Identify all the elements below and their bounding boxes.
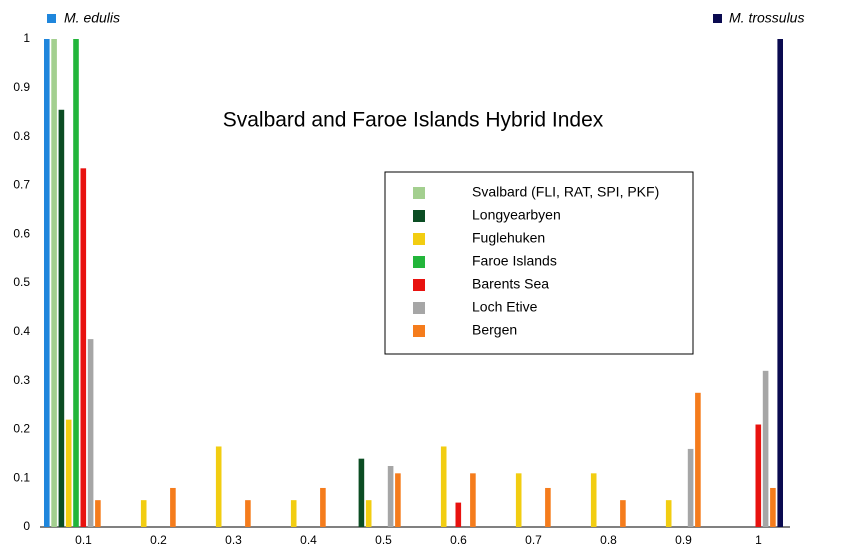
y-tick-label: 0	[23, 519, 30, 533]
bar	[320, 487, 326, 527]
y-tick-label: 0.4	[13, 324, 30, 338]
y-tick-label: 0.7	[13, 178, 30, 192]
bar	[777, 39, 783, 527]
bar	[515, 473, 522, 527]
chart-title: Svalbard and Faroe Islands Hybrid Index	[223, 109, 604, 132]
x-tick-label: 0.5	[375, 533, 392, 544]
bar	[245, 500, 251, 527]
legend-swatch	[413, 325, 425, 337]
legend-box	[384, 171, 694, 355]
legend-label: M. trossulus	[729, 10, 804, 26]
x-tick-label: 0.8	[600, 533, 617, 544]
bar	[687, 448, 694, 527]
bar	[755, 424, 762, 527]
legend-label: Svalbard (FLI, RAT, SPI, PKF)	[472, 184, 659, 200]
x-tick-label: 0.2	[150, 533, 167, 544]
bar	[387, 466, 394, 527]
legend-label: Loch Etive	[472, 299, 538, 315]
bar	[470, 473, 476, 527]
bar	[665, 500, 672, 527]
bar	[51, 39, 57, 527]
bar	[170, 487, 176, 527]
legend-label: Longyearbyen	[472, 207, 561, 223]
bar	[440, 446, 447, 527]
bar	[365, 500, 372, 527]
y-tick-label: 0.6	[13, 226, 30, 240]
y-tick-label: 0.2	[13, 422, 30, 436]
x-tick-label: 0.9	[675, 533, 692, 544]
legend-label: Bergen	[472, 322, 517, 338]
legend-swatch	[413, 210, 425, 222]
bar	[455, 502, 462, 527]
x-tick-label: 0.7	[525, 533, 542, 544]
x-tick-label: 0.1	[75, 533, 92, 544]
legend-swatch	[413, 256, 425, 268]
bar	[95, 500, 101, 527]
bar	[395, 473, 401, 527]
bar	[695, 392, 701, 527]
x-tick-label: 0.3	[225, 533, 242, 544]
bar	[65, 419, 72, 527]
bar	[762, 370, 769, 527]
y-tick-label: 0.1	[13, 470, 30, 484]
bar	[215, 446, 222, 527]
legend-swatch	[413, 279, 425, 291]
bar	[358, 458, 365, 527]
legend-label: Fuglehuken	[472, 230, 545, 246]
legend-swatch	[413, 233, 425, 245]
legend-label: Barents Sea	[472, 276, 549, 292]
bar	[58, 109, 65, 527]
x-tick-label: 1	[755, 533, 762, 544]
legend-label: Faroe Islands	[472, 253, 557, 269]
y-tick-label: 0.5	[13, 275, 30, 289]
bar	[140, 500, 147, 527]
x-tick-label: 0.6	[450, 533, 467, 544]
bar	[80, 168, 87, 527]
bar	[290, 500, 297, 527]
legend-label: M. edulis	[64, 10, 120, 26]
legend-swatch	[413, 187, 425, 199]
bar	[44, 39, 50, 527]
legend-swatch	[47, 14, 56, 23]
bar	[87, 339, 94, 527]
bar	[73, 39, 79, 527]
y-tick-label: 1	[23, 31, 30, 45]
x-tick-label: 0.4	[300, 533, 317, 544]
bar	[545, 487, 551, 527]
y-tick-label: 0.8	[13, 129, 30, 143]
legend-swatch	[713, 14, 722, 23]
bar	[620, 500, 626, 527]
bar	[770, 487, 776, 527]
y-tick-label: 0.9	[13, 80, 30, 94]
legend-swatch	[413, 302, 425, 314]
y-tick-label: 0.3	[13, 373, 30, 387]
bar	[590, 473, 597, 527]
